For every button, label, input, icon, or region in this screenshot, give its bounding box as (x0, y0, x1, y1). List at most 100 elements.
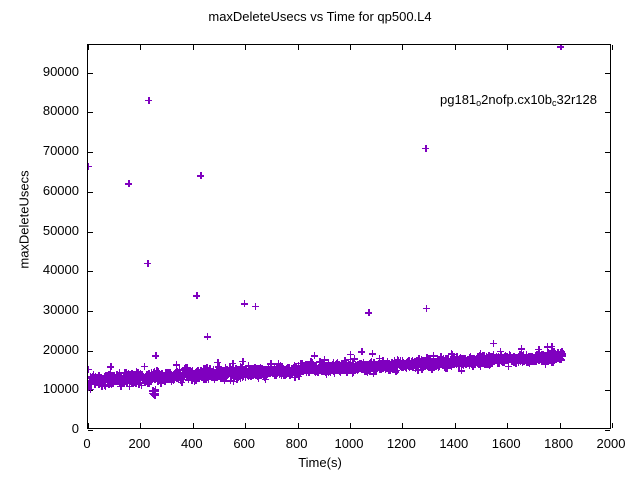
data-point (446, 356, 454, 364)
data-point (478, 354, 486, 362)
x-tick-top (140, 45, 142, 50)
data-point (400, 360, 408, 368)
data-point (234, 374, 242, 382)
data-point (516, 350, 524, 358)
data-point (515, 354, 523, 362)
data-point (267, 369, 275, 377)
data-point (314, 365, 322, 373)
data-point (359, 363, 367, 371)
data-point (503, 355, 511, 363)
data-point (93, 373, 101, 381)
data-point (547, 351, 555, 359)
data-point (486, 353, 494, 361)
data-point (139, 372, 147, 380)
data-point (491, 356, 499, 364)
data-point (242, 366, 250, 374)
data-point (271, 371, 279, 379)
data-point (149, 372, 157, 380)
data-point (499, 358, 507, 366)
data-point (310, 366, 318, 374)
data-point (548, 346, 556, 354)
data-point (103, 377, 111, 385)
data-point (402, 361, 410, 369)
data-point (479, 356, 487, 364)
data-point (217, 369, 225, 377)
data-point (450, 359, 458, 367)
data-point (312, 364, 320, 372)
data-point (109, 380, 117, 388)
data-point (130, 378, 138, 386)
data-point (120, 379, 128, 387)
data-point (180, 365, 188, 373)
data-point (88, 376, 94, 384)
data-point (446, 357, 454, 365)
data-point (150, 370, 158, 378)
data-point (245, 372, 253, 380)
data-point (404, 357, 412, 365)
data-point (548, 355, 556, 363)
data-point (201, 371, 209, 379)
data-point (397, 362, 405, 370)
legend-series-name: pg181o2nofp.cx10bc32r128 (440, 92, 597, 108)
data-point (525, 353, 533, 361)
data-point (259, 372, 267, 380)
data-point (485, 360, 493, 368)
data-point (330, 369, 338, 377)
data-point (220, 372, 228, 380)
data-point (258, 367, 266, 375)
data-point (259, 370, 267, 378)
data-point (302, 365, 310, 373)
data-point (498, 356, 506, 364)
data-point (178, 379, 186, 387)
data-point (524, 355, 532, 363)
data-point (380, 359, 388, 367)
data-point (166, 369, 174, 377)
data-point (527, 353, 535, 361)
data-point (233, 368, 241, 376)
data-point (231, 372, 239, 380)
data-point (287, 370, 295, 378)
data-point (349, 367, 357, 375)
legend-subscript-2: c (552, 98, 557, 108)
data-point (268, 368, 276, 376)
data-point (126, 373, 134, 381)
data-point (465, 354, 473, 362)
data-point (381, 361, 389, 369)
data-point (323, 362, 331, 370)
x-tick (192, 423, 194, 428)
data-point (409, 361, 417, 369)
data-point (252, 364, 260, 372)
data-point (456, 356, 464, 364)
data-point (216, 370, 224, 378)
data-point (250, 366, 258, 374)
data-point (288, 367, 296, 375)
data-point (439, 354, 447, 362)
data-point (293, 364, 301, 372)
data-point (302, 360, 310, 368)
data-point (305, 361, 313, 369)
data-point (116, 369, 124, 377)
data-point (301, 366, 309, 374)
data-point (527, 353, 535, 361)
data-point (463, 356, 471, 364)
data-point (522, 351, 530, 359)
data-point (541, 352, 549, 360)
data-point (163, 372, 171, 380)
data-point (140, 377, 148, 385)
data-point (284, 369, 291, 377)
data-point (365, 365, 373, 373)
data-point (499, 358, 507, 366)
x-axis-title: Time(s) (298, 455, 342, 470)
data-point (372, 360, 380, 368)
data-point (398, 356, 406, 364)
data-point (373, 363, 381, 371)
data-point (425, 361, 433, 369)
data-point (324, 363, 332, 371)
data-point (313, 367, 321, 375)
data-point (172, 361, 180, 369)
data-point (476, 350, 484, 358)
data-point (497, 354, 505, 362)
data-point (415, 359, 423, 367)
x-tick-label: 1400 (439, 436, 469, 451)
data-point (328, 364, 336, 372)
